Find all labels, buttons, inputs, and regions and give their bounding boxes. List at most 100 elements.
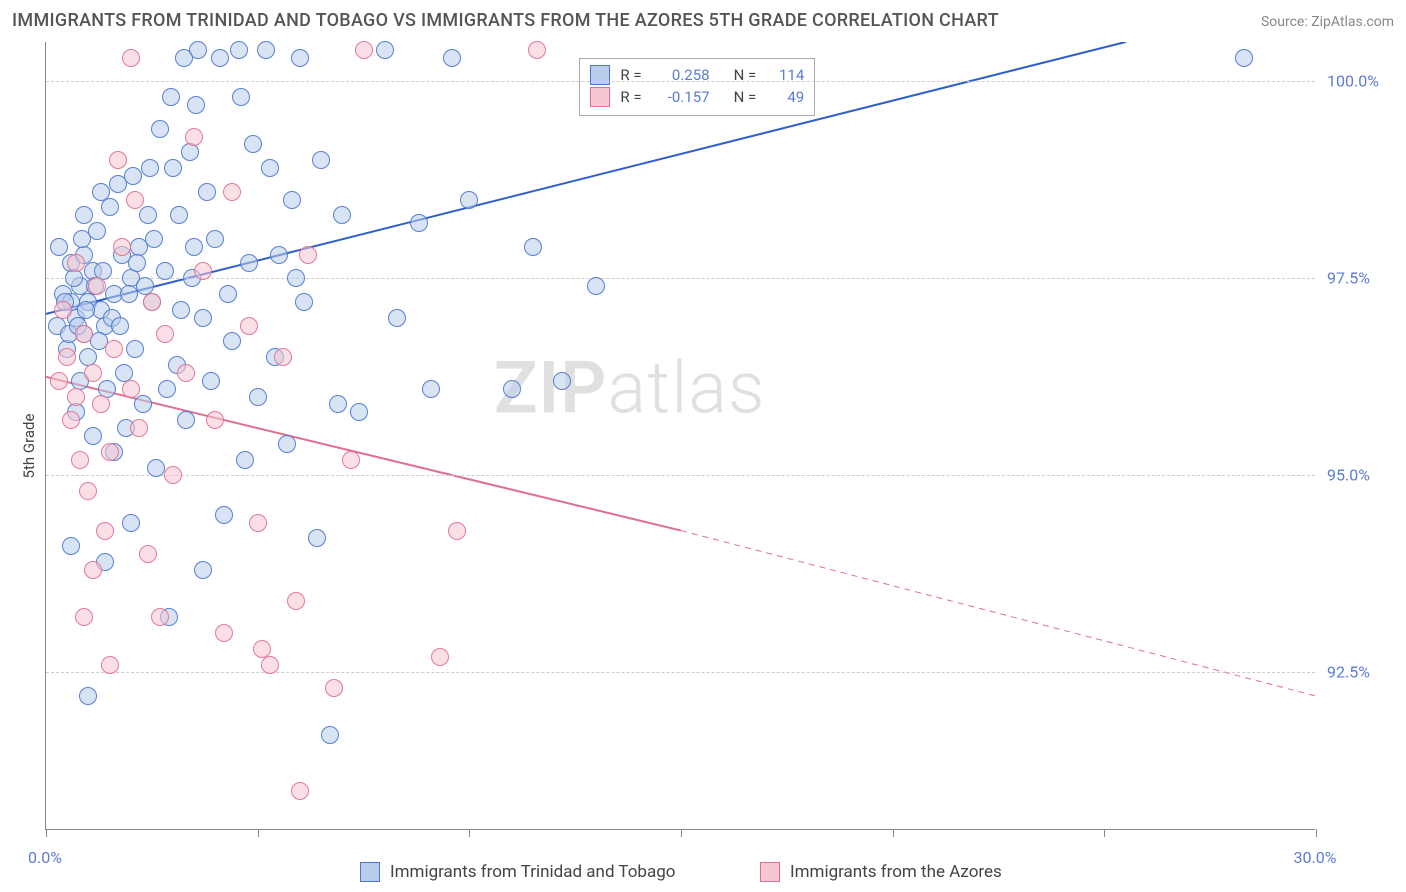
x-tick	[1316, 829, 1317, 837]
scatter-point-azores	[84, 561, 102, 579]
scatter-point-azores	[109, 151, 127, 169]
bottom-legend-azores: Immigrants from the Azores	[760, 862, 1002, 882]
x-tick	[1104, 829, 1105, 837]
chart-title: IMMIGRANTS FROM TRINIDAD AND TOBAGO VS I…	[12, 10, 999, 31]
scatter-point-azores	[126, 191, 144, 209]
scatter-point-azores	[96, 522, 114, 540]
scatter-point-azores	[355, 41, 373, 59]
scatter-point-azores	[274, 348, 292, 366]
scatter-point-trinidad	[124, 167, 142, 185]
scatter-point-trinidad	[321, 726, 339, 744]
y-tick-label: 92.5%	[1327, 663, 1370, 682]
bottom-legend-swatch	[760, 862, 780, 882]
scatter-point-trinidad	[65, 269, 83, 287]
watermark-atlas: atlas	[607, 346, 765, 431]
scatter-point-trinidad	[240, 254, 258, 272]
scatter-point-trinidad	[170, 206, 188, 224]
scatter-point-azores	[92, 395, 110, 413]
scatter-point-trinidad	[249, 388, 267, 406]
scatter-point-azores	[249, 514, 267, 532]
source-label: Source: ZipAtlas.com	[1261, 14, 1394, 30]
scatter-point-trinidad	[141, 159, 159, 177]
scatter-point-trinidad	[223, 332, 241, 350]
scatter-point-azores	[177, 364, 195, 382]
gridline-h	[46, 278, 1315, 279]
scatter-point-azores	[101, 443, 119, 461]
scatter-point-azores	[101, 656, 119, 674]
scatter-point-trinidad	[147, 459, 165, 477]
scatter-point-trinidad	[75, 206, 93, 224]
chart-container: IMMIGRANTS FROM TRINIDAD AND TOBAGO VS I…	[0, 0, 1406, 892]
scatter-point-trinidad	[158, 380, 176, 398]
scatter-point-trinidad	[283, 191, 301, 209]
scatter-point-azores	[299, 246, 317, 264]
scatter-point-trinidad	[295, 293, 313, 311]
scatter-point-trinidad	[162, 88, 180, 106]
scatter-point-trinidad	[101, 198, 119, 216]
scatter-point-azores	[206, 411, 224, 429]
scatter-point-trinidad	[172, 301, 190, 319]
scatter-point-trinidad	[84, 427, 102, 445]
scatter-point-azores	[139, 545, 157, 563]
scatter-point-trinidad	[185, 238, 203, 256]
scatter-point-trinidad	[50, 238, 68, 256]
scatter-point-trinidad	[443, 49, 461, 67]
x-tick	[46, 829, 47, 837]
trend-lines-svg	[46, 42, 1316, 830]
scatter-point-azores	[156, 325, 174, 343]
scatter-point-azores	[84, 364, 102, 382]
scatter-point-azores	[62, 411, 80, 429]
scatter-point-trinidad	[126, 340, 144, 358]
scatter-point-azores	[67, 254, 85, 272]
scatter-point-azores	[58, 348, 76, 366]
scatter-point-trinidad	[261, 159, 279, 177]
x-tick	[893, 829, 894, 837]
scatter-point-trinidad	[219, 285, 237, 303]
scatter-point-trinidad	[312, 151, 330, 169]
scatter-point-trinidad	[270, 246, 288, 264]
y-tick-label: 95.0%	[1327, 466, 1370, 485]
legend-swatch	[590, 87, 610, 107]
scatter-point-trinidad	[244, 135, 262, 153]
legend-n-label: N =	[734, 88, 757, 106]
scatter-point-azores	[164, 466, 182, 484]
scatter-point-azores	[253, 640, 271, 658]
gridline-h	[46, 475, 1315, 476]
x-tick	[258, 829, 259, 837]
scatter-point-trinidad	[79, 687, 97, 705]
trend-line-dashed-azores	[681, 531, 1316, 696]
bottom-legend-label: Immigrants from the Azores	[790, 862, 1002, 882]
scatter-point-azores	[122, 49, 140, 67]
scatter-point-azores	[287, 592, 305, 610]
scatter-point-trinidad	[164, 159, 182, 177]
scatter-point-trinidad	[211, 49, 229, 67]
watermark: ZIPatlas	[494, 346, 766, 431]
x-tick-label: 0.0%	[28, 848, 62, 867]
title-bar: IMMIGRANTS FROM TRINIDAD AND TOBAGO VS I…	[12, 10, 1394, 31]
scatter-point-trinidad	[524, 238, 542, 256]
scatter-point-trinidad	[181, 143, 199, 161]
scatter-point-trinidad	[139, 206, 157, 224]
scatter-point-trinidad	[215, 506, 233, 524]
scatter-point-azores	[291, 782, 309, 800]
scatter-point-trinidad	[175, 49, 193, 67]
x-tick-label: 30.0%	[1294, 848, 1337, 867]
scatter-point-trinidad	[503, 380, 521, 398]
scatter-point-trinidad	[187, 96, 205, 114]
legend-r-label: R =	[620, 88, 641, 106]
scatter-point-trinidad	[287, 269, 305, 287]
scatter-point-trinidad	[128, 254, 146, 272]
scatter-point-azores	[215, 624, 233, 642]
scatter-point-trinidad	[111, 317, 129, 335]
scatter-point-trinidad	[120, 285, 138, 303]
scatter-point-trinidad	[230, 41, 248, 59]
scatter-point-trinidad	[134, 395, 152, 413]
scatter-point-trinidad	[329, 395, 347, 413]
scatter-point-trinidad	[410, 214, 428, 232]
scatter-point-trinidad	[257, 41, 275, 59]
x-tick	[469, 829, 470, 837]
scatter-point-azores	[88, 277, 106, 295]
scatter-point-trinidad	[62, 537, 80, 555]
scatter-point-trinidad	[388, 309, 406, 327]
scatter-point-trinidad	[236, 451, 254, 469]
